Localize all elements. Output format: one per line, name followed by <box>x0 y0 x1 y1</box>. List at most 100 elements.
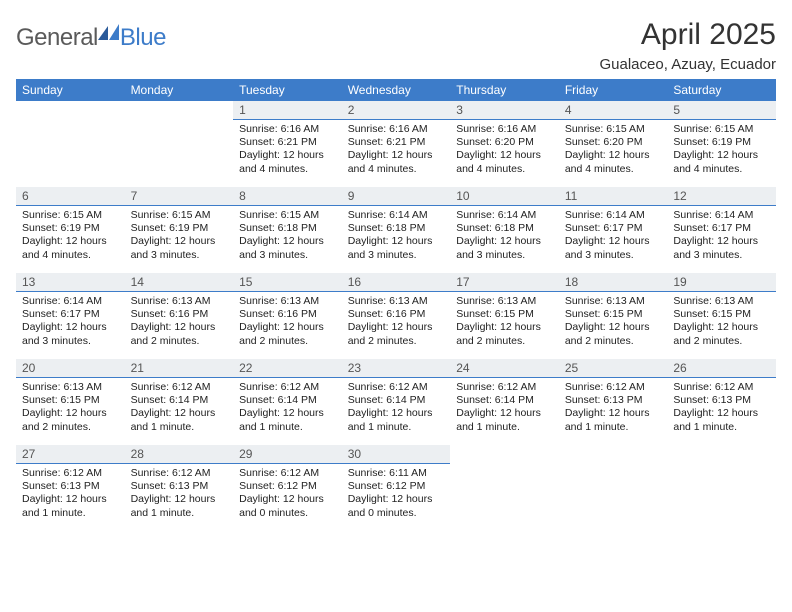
calendar-daynum-cell: 21 <box>125 359 234 377</box>
sunrise-value: 6:14 AM <box>606 209 645 221</box>
sunrise-label: Sunrise: <box>456 381 495 393</box>
sunrise-value: 6:12 AM <box>281 381 320 393</box>
calendar-day-cell: Sunrise: 6:14 AMSunset: 6:18 PMDaylight:… <box>450 205 559 273</box>
sunrise-label: Sunrise: <box>456 295 495 307</box>
calendar-day-cell: Sunrise: 6:16 AMSunset: 6:21 PMDaylight:… <box>233 119 342 187</box>
sunrise-value: 6:16 AM <box>281 123 320 135</box>
sunrise-value: 6:13 AM <box>389 295 428 307</box>
sunrise-value: 6:16 AM <box>498 123 537 135</box>
day-header: Wednesday <box>342 79 451 101</box>
day-number: 13 <box>22 275 35 289</box>
daylight-label: Daylight: <box>565 407 606 419</box>
sunrise-label: Sunrise: <box>348 381 387 393</box>
daylight-label: Daylight: <box>239 149 280 161</box>
day-number: 19 <box>673 275 686 289</box>
sunrise-label: Sunrise: <box>565 295 604 307</box>
sunset-line: Sunset: 6:16 PM <box>239 308 336 321</box>
sunrise-value: 6:13 AM <box>172 295 211 307</box>
sunset-line: Sunset: 6:21 PM <box>348 136 445 149</box>
daylight-label: Daylight: <box>565 149 606 161</box>
calendar-body-row: Sunrise: 6:15 AMSunset: 6:19 PMDaylight:… <box>16 205 776 273</box>
sunset-line: Sunset: 6:15 PM <box>565 308 662 321</box>
calendar-day-cell <box>450 463 559 531</box>
daylight-line: Daylight: 12 hours and 2 minutes. <box>456 321 553 348</box>
daylight-line: Daylight: 12 hours and 1 minute. <box>348 407 445 434</box>
day-number: 14 <box>131 275 144 289</box>
day-header: Monday <box>125 79 234 101</box>
sunset-label: Sunset: <box>131 308 167 320</box>
daylight-line: Daylight: 12 hours and 2 minutes. <box>348 321 445 348</box>
sunset-value: 6:19 PM <box>169 222 208 234</box>
sunrise-label: Sunrise: <box>348 123 387 135</box>
day-header: Sunday <box>16 79 125 101</box>
logo: General Blue <box>16 18 166 52</box>
day-number: 25 <box>565 361 578 375</box>
calendar-daynum-row: 12345 <box>16 101 776 119</box>
calendar-day-cell: Sunrise: 6:14 AMSunset: 6:17 PMDaylight:… <box>16 291 125 359</box>
sunrise-line: Sunrise: 6:11 AM <box>348 467 445 480</box>
sunrise-line: Sunrise: 6:14 AM <box>456 209 553 222</box>
sunset-value: 6:18 PM <box>278 222 317 234</box>
sunset-line: Sunset: 6:18 PM <box>456 222 553 235</box>
sunset-value: 6:14 PM <box>386 394 425 406</box>
calendar-daynum-cell: 27 <box>16 445 125 463</box>
daylight-line: Daylight: 12 hours and 1 minute. <box>131 493 228 520</box>
sunset-label: Sunset: <box>348 394 384 406</box>
sunrise-value: 6:12 AM <box>63 467 102 479</box>
daylight-label: Daylight: <box>131 493 172 505</box>
sunset-line: Sunset: 6:19 PM <box>131 222 228 235</box>
daylight-line: Daylight: 12 hours and 3 minutes. <box>456 235 553 262</box>
sunset-line: Sunset: 6:14 PM <box>348 394 445 407</box>
day-number: 30 <box>348 447 361 461</box>
sunset-value: 6:12 PM <box>278 480 317 492</box>
sunrise-label: Sunrise: <box>456 123 495 135</box>
calendar-daynum-cell: 18 <box>559 273 668 291</box>
sunrise-line: Sunrise: 6:12 AM <box>239 467 336 480</box>
sunrise-value: 6:13 AM <box>63 381 102 393</box>
sunset-value: 6:18 PM <box>495 222 534 234</box>
daylight-line: Daylight: 12 hours and 4 minutes. <box>239 149 336 176</box>
sunrise-line: Sunrise: 6:16 AM <box>348 123 445 136</box>
calendar-daynum-cell: 6 <box>16 187 125 205</box>
sunset-label: Sunset: <box>456 222 492 234</box>
daylight-label: Daylight: <box>673 321 714 333</box>
daylight-line: Daylight: 12 hours and 3 minutes. <box>348 235 445 262</box>
sunrise-value: 6:13 AM <box>281 295 320 307</box>
sunrise-value: 6:16 AM <box>389 123 428 135</box>
sunset-line: Sunset: 6:15 PM <box>456 308 553 321</box>
sunrise-label: Sunrise: <box>131 295 170 307</box>
sunset-value: 6:18 PM <box>386 222 425 234</box>
calendar-daynum-cell: 5 <box>667 101 776 119</box>
sunrise-value: 6:14 AM <box>498 209 537 221</box>
day-number: 8 <box>239 189 246 203</box>
sunrise-label: Sunrise: <box>565 123 604 135</box>
day-number: 28 <box>131 447 144 461</box>
daylight-label: Daylight: <box>348 235 389 247</box>
sunrise-line: Sunrise: 6:14 AM <box>348 209 445 222</box>
sunset-line: Sunset: 6:13 PM <box>565 394 662 407</box>
daylight-label: Daylight: <box>456 321 497 333</box>
sunset-value: 6:16 PM <box>278 308 317 320</box>
daylight-label: Daylight: <box>131 321 172 333</box>
calendar-day-cell: Sunrise: 6:12 AMSunset: 6:13 PMDaylight:… <box>125 463 234 531</box>
daylight-line: Daylight: 12 hours and 4 minutes. <box>456 149 553 176</box>
daylight-line: Daylight: 12 hours and 3 minutes. <box>239 235 336 262</box>
calendar-day-cell <box>16 119 125 187</box>
sunset-line: Sunset: 6:19 PM <box>22 222 119 235</box>
daylight-line: Daylight: 12 hours and 3 minutes. <box>565 235 662 262</box>
logo-text-general: General <box>16 24 98 52</box>
sunset-value: 6:16 PM <box>169 308 208 320</box>
daylight-label: Daylight: <box>348 493 389 505</box>
sunset-value: 6:17 PM <box>712 222 751 234</box>
sunset-line: Sunset: 6:16 PM <box>131 308 228 321</box>
daylight-label: Daylight: <box>348 149 389 161</box>
calendar-day-cell: Sunrise: 6:12 AMSunset: 6:12 PMDaylight:… <box>233 463 342 531</box>
daylight-label: Daylight: <box>456 235 497 247</box>
day-header: Friday <box>559 79 668 101</box>
sunset-label: Sunset: <box>673 222 709 234</box>
calendar-daynum-cell: 3 <box>450 101 559 119</box>
sunrise-value: 6:15 AM <box>281 209 320 221</box>
calendar-body-row: Sunrise: 6:14 AMSunset: 6:17 PMDaylight:… <box>16 291 776 359</box>
sunrise-line: Sunrise: 6:15 AM <box>565 123 662 136</box>
daylight-label: Daylight: <box>22 493 63 505</box>
